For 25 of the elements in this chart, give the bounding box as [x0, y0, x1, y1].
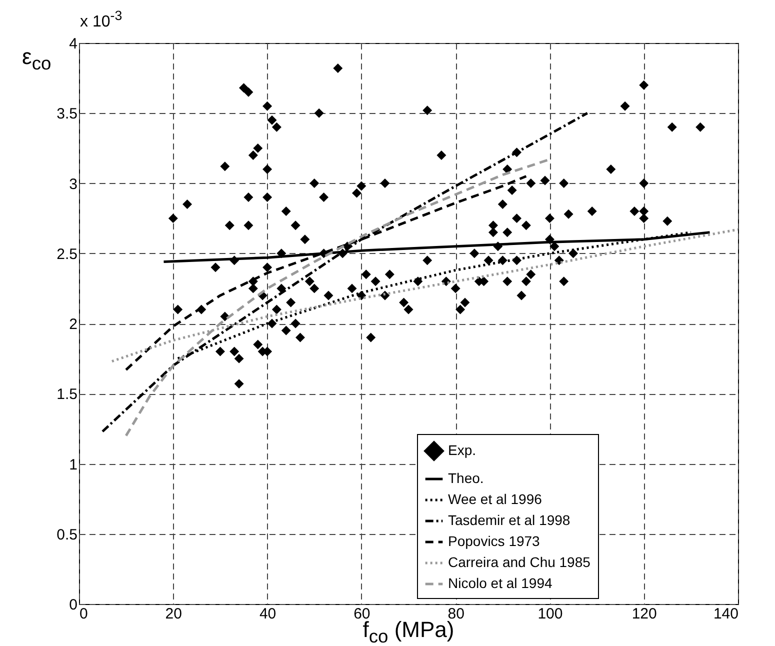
y-tick-label: 0.5 — [56, 526, 78, 544]
legend-label: Carreira and Chu 1985 — [448, 554, 591, 570]
y-tick-label: 4 — [69, 36, 78, 52]
legend-label: Popovics 1973 — [448, 533, 540, 549]
x-tick-label: 120 — [632, 606, 657, 622]
y-tick-label: 1.5 — [56, 386, 78, 404]
x-tick-label: 100 — [538, 606, 563, 622]
y-axis-title: ε$_{co}$ — [22, 44, 52, 74]
y-tick-label: 1 — [69, 456, 78, 474]
x-tick-label: 60 — [354, 606, 370, 622]
legend-label: Wee et al 1996 — [448, 491, 542, 507]
y-tick-label: 2.5 — [56, 246, 78, 263]
x-tick-label: 40 — [259, 606, 276, 622]
legend-label: Exp. — [448, 442, 476, 458]
legend-label: Nicolo et al 1994 — [448, 575, 553, 591]
x-tick-label: 80 — [448, 606, 464, 622]
legend-label: Theo. — [448, 470, 484, 486]
y-tick-label: 3.5 — [56, 106, 78, 123]
y-tick-label: 3 — [69, 176, 78, 193]
x-tick-label: 20 — [165, 606, 182, 622]
text: x 10$^{-3}$ — [80, 8, 122, 32]
legend-label: Tasdemir et al 1998 — [448, 512, 570, 528]
y-tick-label: 2 — [69, 316, 78, 333]
x-tick-label: 0 — [80, 606, 88, 622]
x-tick-label: 140 — [713, 606, 738, 622]
